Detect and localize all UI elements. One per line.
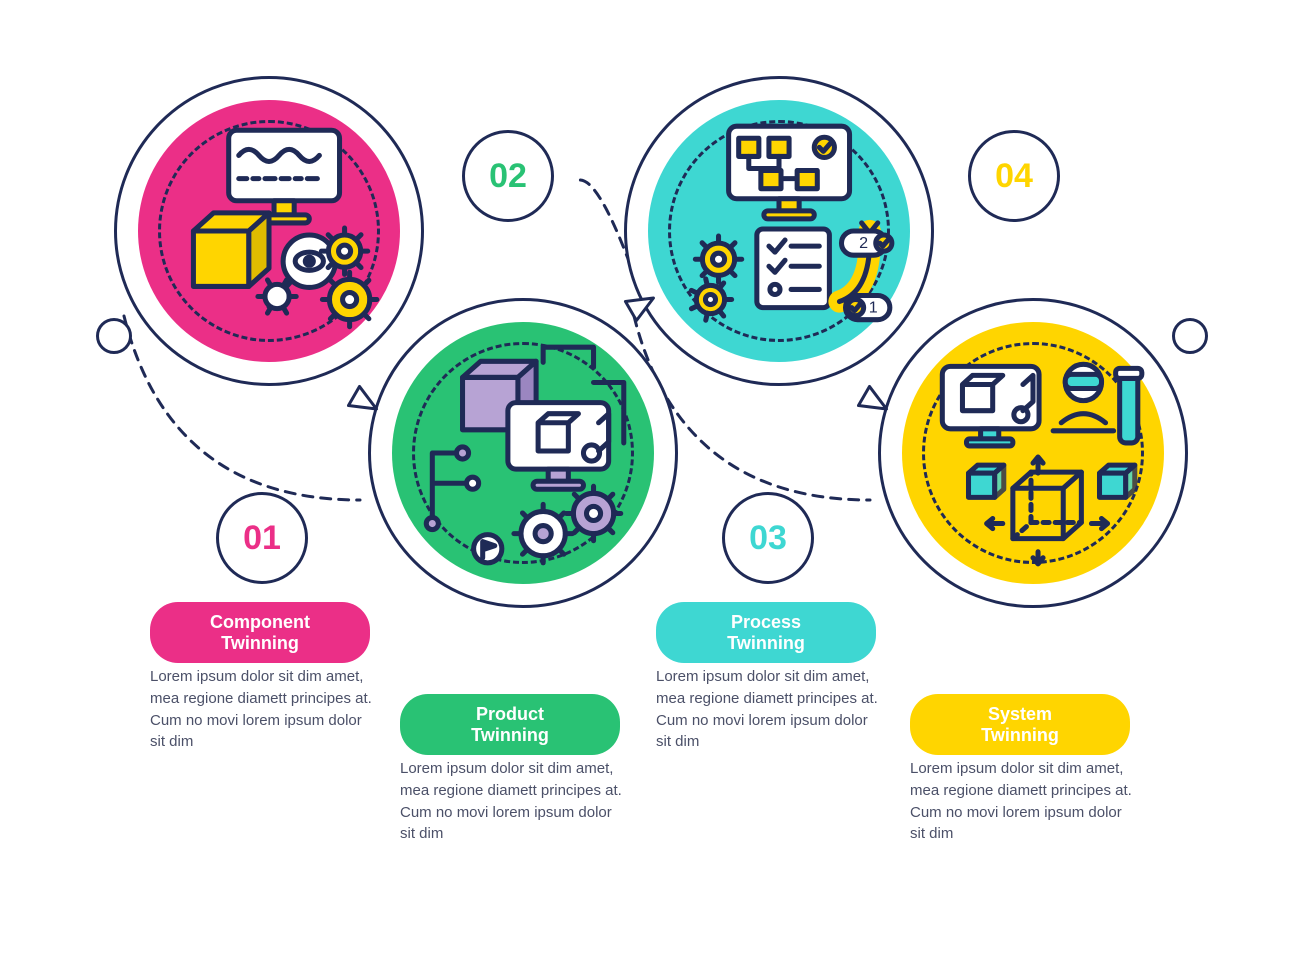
process-icon: 2 1 (648, 100, 910, 362)
step-4-body-text: Lorem ipsum dolor sit dim amet, mea regi… (910, 758, 1140, 845)
step-3-body-text: Lorem ipsum dolor sit dim amet, mea regi… (656, 666, 886, 753)
step-3-title-pill: ProcessTwinning (656, 602, 876, 663)
title-line-1: Component (164, 612, 356, 633)
infographic-stage: 2 1 (0, 0, 1308, 980)
step-1-number-badge: 01 (216, 492, 308, 584)
title-line-2: Twinning (924, 725, 1116, 746)
system-icon (902, 322, 1164, 584)
step-4-circle (878, 298, 1188, 608)
step-3-number-badge: 03 (722, 492, 814, 584)
end-node-1 (96, 318, 132, 354)
title-line-2: Twinning (414, 725, 606, 746)
title-line-1: System (924, 704, 1116, 725)
component-icon (138, 100, 400, 362)
title-line-2: Twinning (670, 633, 862, 654)
step-2-body-text: Lorem ipsum dolor sit dim amet, mea regi… (400, 758, 630, 845)
end-node-2 (1172, 318, 1208, 354)
svg-text:2: 2 (859, 234, 868, 252)
svg-text:1: 1 (869, 299, 878, 317)
step-2-title-pill: ProductTwinning (400, 694, 620, 755)
step-1-body-text: Lorem ipsum dolor sit dim amet, mea regi… (150, 666, 380, 753)
step-4-number-badge: 04 (968, 130, 1060, 222)
title-line-1: Process (670, 612, 862, 633)
step-2-number-badge: 02 (462, 130, 554, 222)
title-line-2: Twinning (164, 633, 356, 654)
product-icon (392, 322, 654, 584)
step-4-title-pill: SystemTwinning (910, 694, 1130, 755)
title-line-1: Product (414, 704, 606, 725)
step-1-title-pill: ComponentTwinning (150, 602, 370, 663)
